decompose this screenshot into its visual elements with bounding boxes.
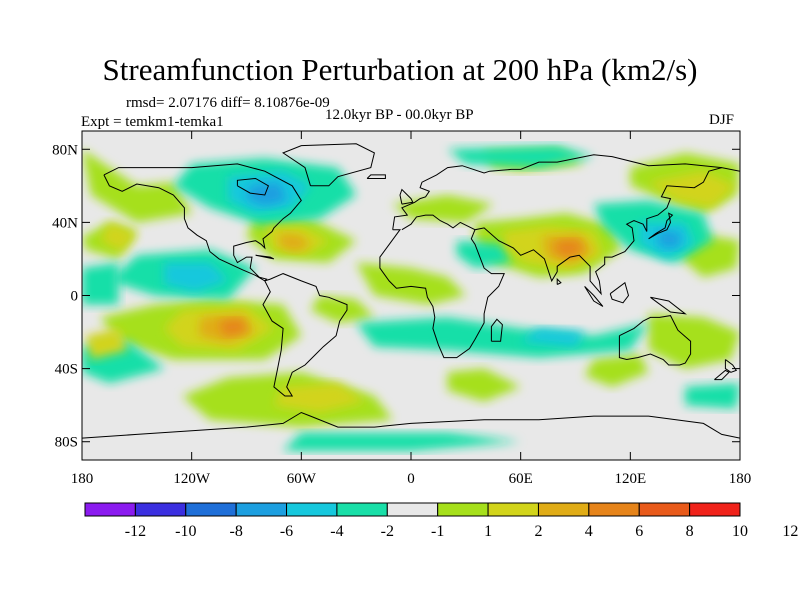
contour-fill-positive-4 (555, 240, 583, 258)
colorbar-swatch (235, 502, 288, 517)
coastline (401, 214, 476, 231)
colorbar-swatch (487, 502, 539, 517)
coastline (648, 212, 674, 240)
contour-fill-negative-3 (246, 182, 287, 206)
colorbar-label: 2 (535, 523, 543, 540)
contour-fill-positive-1 (648, 313, 740, 369)
colorbar-label: -8 (230, 523, 243, 540)
colorbar-label: -6 (280, 523, 293, 540)
contour-fill-positive-1 (584, 354, 649, 387)
colorbar-label: -12 (125, 523, 146, 540)
colorbar-swatch (537, 502, 590, 517)
coastline (650, 296, 687, 315)
contour-fill-positive-3 (279, 233, 311, 252)
x-tick-label: 120E (614, 471, 646, 487)
coastline (618, 315, 692, 366)
coastline (609, 281, 630, 304)
contour-fill-positive-4 (219, 319, 247, 336)
chart-title: Streamfunction Perturbation at 200 hPa (… (102, 52, 698, 87)
colorbar-label: -2 (381, 523, 394, 540)
coastline (399, 188, 414, 205)
period-label: 12.0kyr BP - 00.0kyr BP (325, 107, 474, 123)
colorbar-swatch (689, 502, 741, 517)
x-tick-label: 180 (71, 471, 94, 487)
contour-fill-positive-2 (273, 383, 366, 413)
x-tick-label: 120W (173, 471, 211, 487)
coastline (392, 154, 722, 230)
colorbar-label: 4 (585, 523, 593, 540)
colorbar-label: 10 (732, 523, 748, 540)
x-tick-label: 180 (729, 471, 752, 487)
coastline (236, 177, 270, 196)
contour-fill-positive-1 (447, 368, 521, 402)
colorbar-swatch (437, 502, 489, 517)
y-tick-label: 40S (55, 362, 78, 378)
colorbar-swatch (286, 502, 338, 517)
colorbar-label: 8 (686, 523, 694, 540)
coastline (262, 273, 348, 397)
colorbar-swatch (588, 502, 640, 517)
contour-fill-negative-1 (356, 317, 649, 358)
y-tick-label: 0 (71, 289, 79, 305)
contour-fill-positive-2 (85, 328, 128, 360)
contour-fill-negative-2 (164, 262, 229, 292)
y-tick-label: 80S (55, 435, 78, 451)
coastline (379, 167, 740, 359)
x-tick-label: 0 (407, 471, 415, 487)
contour-fill-positive-2 (648, 171, 737, 208)
colorbar-swatch (386, 502, 439, 517)
contour-fill-negative-3 (657, 229, 682, 248)
coastline (556, 277, 562, 285)
contour-fill-negative-1 (685, 383, 740, 409)
y-tick-label: 40N (52, 215, 78, 231)
contour-fill-negative-1 (82, 262, 119, 305)
contour-fill-positive-2 (100, 222, 137, 252)
coastline (724, 359, 738, 373)
colorbar-swatch (185, 502, 237, 517)
coastline (490, 318, 503, 342)
colorbar-label: -4 (330, 523, 343, 540)
coastline (714, 369, 730, 381)
colorbar-swatch (638, 502, 691, 517)
coastline (82, 411, 740, 439)
contour-fill-negative-1 (456, 240, 512, 269)
coastline (584, 286, 604, 307)
contour-fill-positive-1 (392, 195, 494, 223)
coastline (103, 163, 302, 282)
x-tick-label: 60E (509, 471, 533, 487)
contour-fill-positive-1 (82, 149, 192, 223)
x-tick-label: 60W (287, 471, 317, 487)
y-tick-label: 80N (52, 142, 78, 158)
stats-text: rmsd= 2.07176 diff= 8.10876e-09 (126, 95, 330, 111)
coastline (366, 174, 386, 179)
contour-fill-positive-1 (310, 295, 375, 323)
colorbar-label: -1 (431, 523, 444, 540)
colorbar-swatch (336, 502, 388, 517)
season-label: DJF (709, 112, 735, 128)
experiment-label: Expt = temkm1-temka1 (81, 114, 224, 130)
coastline (282, 143, 375, 187)
coastline (255, 254, 275, 260)
colorbar-label: 6 (635, 523, 643, 540)
colorbar-label: 12 (782, 523, 798, 540)
colorbar-label: 1 (484, 523, 492, 540)
colorbar-swatch (84, 502, 136, 517)
colorbar-swatch (134, 502, 187, 517)
contour-fill-negative-2 (520, 328, 585, 347)
colorbar-label: -10 (175, 523, 196, 540)
contour-fill-negative-1 (283, 432, 521, 451)
